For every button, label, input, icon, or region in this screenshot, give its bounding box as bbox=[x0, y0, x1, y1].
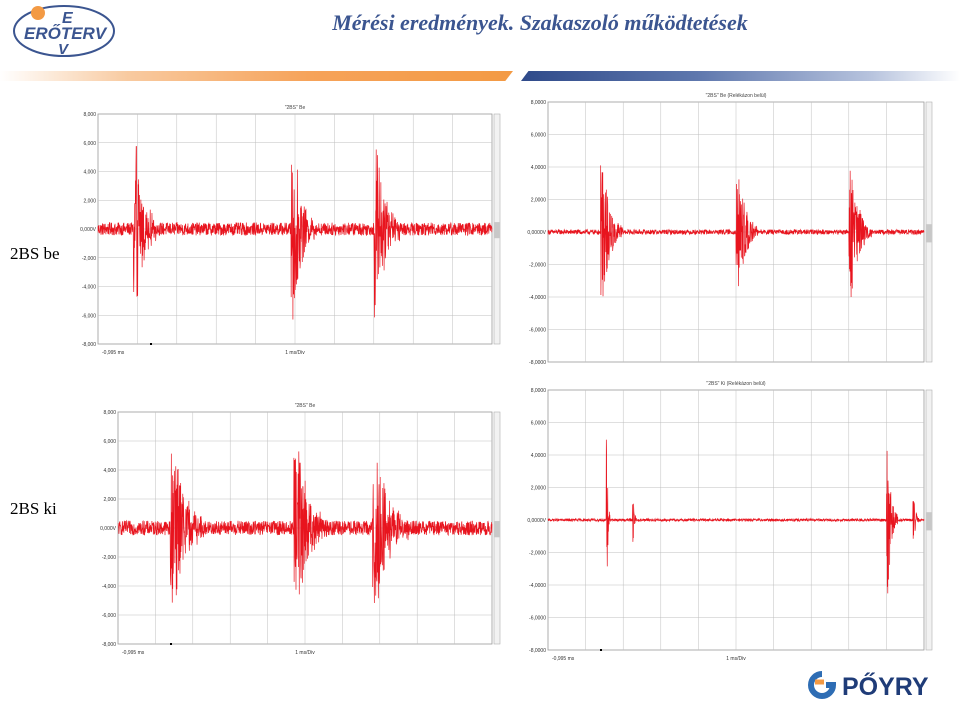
y-tick-label: -6,0000 bbox=[529, 328, 546, 334]
y-tick-label: 6,0000 bbox=[531, 133, 547, 139]
y-tick-label: 8,0000 bbox=[531, 100, 547, 106]
chart-title: "2BS" Ki (Relékázon belül) bbox=[706, 381, 765, 387]
y-tick-label: 4,0000 bbox=[531, 453, 547, 459]
signal-trace bbox=[97, 145, 493, 320]
y-tick-label: -8,000 bbox=[102, 642, 116, 648]
page-title: Mérési eredmények. Szakaszoló működtetés… bbox=[332, 10, 748, 35]
trigger-marker bbox=[600, 649, 602, 651]
y-tick-label: 2,000 bbox=[103, 497, 116, 503]
x-start-label: -0,995 ms bbox=[102, 350, 125, 356]
signal-trace bbox=[547, 439, 925, 594]
chart-title: "2BS" Be bbox=[285, 105, 306, 111]
y-tick-label: -2,000 bbox=[102, 555, 116, 561]
signal-trace bbox=[547, 165, 925, 297]
svg-text:E: E bbox=[62, 10, 74, 27]
x-div-label: 1 ms/Div bbox=[295, 650, 315, 656]
scrollbar-thumb[interactable] bbox=[494, 222, 500, 239]
y-tick-label: -6,000 bbox=[82, 313, 96, 319]
y-tick-label: 0,0000V bbox=[527, 518, 546, 524]
y-tick-label: -8,0000 bbox=[529, 360, 546, 366]
y-tick-label: -8,0000 bbox=[529, 648, 546, 654]
y-tick-label: -4,000 bbox=[102, 584, 116, 590]
chart-title: "2BS" Be bbox=[295, 403, 316, 409]
y-tick-label: 2,0000 bbox=[531, 486, 547, 492]
y-tick-label: 6,000 bbox=[103, 439, 116, 445]
y-tick-label: 2,0000 bbox=[531, 198, 547, 204]
scrollbar-thumb[interactable] bbox=[926, 512, 932, 531]
x-start-label: -0,995 ms bbox=[122, 650, 145, 656]
header-bar-blue bbox=[521, 71, 960, 81]
y-tick-label: 0,0000V bbox=[527, 230, 546, 236]
chart-2bs-be-left: "2BS" Be 8,000 6,000 4,000 2,000 0,000V -2,000… bbox=[80, 105, 501, 356]
y-tick-label: -2,0000 bbox=[529, 263, 546, 269]
signal-trace bbox=[117, 451, 493, 604]
scrollbar-thumb[interactable] bbox=[926, 224, 932, 243]
y-tick-label: 0,000V bbox=[80, 227, 97, 233]
chart-2bs-ki-right: "2BS" Ki (Relékázon belül) 8,0000 6,0000 4,… bbox=[527, 381, 933, 662]
y-tick-label: -6,0000 bbox=[529, 616, 546, 622]
chart-2bs-ki-left: "2BS" Be 8,000 6,000 4,000 2,000 0,000V -2,000… bbox=[100, 403, 501, 656]
chart-title: "2BS" Be (Relékázon belül) bbox=[706, 93, 767, 99]
y-tick-label: 8,0000 bbox=[531, 388, 547, 394]
y-tick-label: 2,000 bbox=[83, 198, 96, 204]
eroterv-logo: E ERŐTERV V bbox=[13, 5, 115, 58]
y-tick-label: 8,000 bbox=[83, 112, 96, 118]
y-tick-label: -4,000 bbox=[82, 285, 96, 291]
trigger-marker bbox=[170, 643, 172, 645]
trigger-marker bbox=[150, 343, 152, 345]
y-tick-label: -2,000 bbox=[82, 256, 96, 262]
chart-2bs-be-right: "2BS" Be (Relékázon belül) 8,0000 6,0000 4,… bbox=[527, 93, 933, 366]
y-tick-label: 4,0000 bbox=[531, 165, 547, 171]
poyry-logo: PŐYRY bbox=[808, 671, 929, 700]
y-tick-label: -4,0000 bbox=[529, 295, 546, 301]
svg-text:V: V bbox=[58, 41, 70, 58]
y-tick-label: 0,000V bbox=[100, 526, 117, 532]
y-tick-label: 4,000 bbox=[103, 468, 116, 474]
label-2bs-be: 2BS be bbox=[10, 244, 60, 263]
x-div-label: 1 ms/Div bbox=[726, 656, 746, 662]
y-tick-label: 6,000 bbox=[83, 141, 96, 147]
y-tick-label: 4,000 bbox=[83, 170, 96, 176]
y-tick-label: -2,0000 bbox=[529, 551, 546, 557]
y-tick-label: -4,0000 bbox=[529, 583, 546, 589]
x-start-label: -0,995 ms bbox=[552, 656, 575, 662]
svg-text:ERŐTERV: ERŐTERV bbox=[24, 24, 108, 43]
svg-text:PŐYRY: PŐYRY bbox=[842, 672, 929, 700]
header-bar-orange bbox=[0, 71, 513, 81]
label-2bs-ki: 2BS ki bbox=[10, 499, 57, 518]
y-tick-label: 8,000 bbox=[103, 410, 116, 416]
y-tick-label: -8,000 bbox=[82, 342, 96, 348]
x-div-label: 1 ms/Div bbox=[285, 350, 305, 356]
scrollbar-thumb[interactable] bbox=[494, 521, 500, 538]
y-tick-label: 6,0000 bbox=[531, 421, 547, 427]
y-tick-label: -6,000 bbox=[102, 613, 116, 619]
